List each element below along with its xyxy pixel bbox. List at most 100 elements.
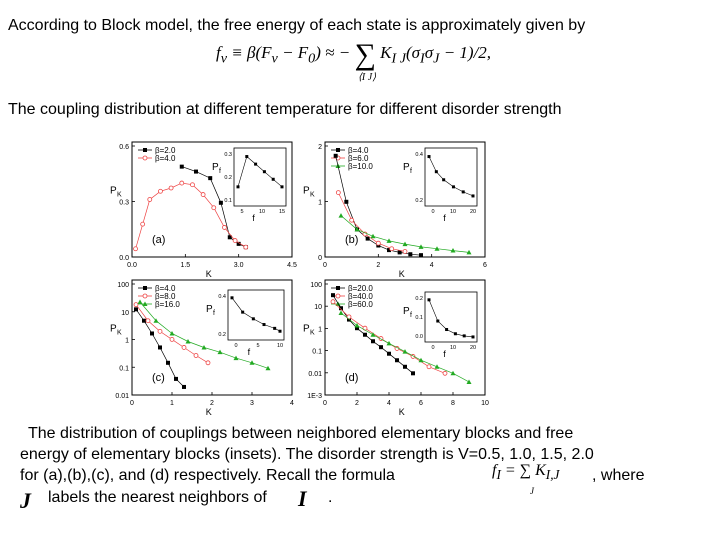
data-point: [389, 246, 395, 252]
inset-y-tick: 0.0: [415, 334, 423, 340]
x-tick-label: 2: [355, 400, 359, 407]
panel-a: 0.60.30.00.0 1.5 3.0 4.5P KK(a)β=2.0β=4.0P ff…: [110, 141, 297, 279]
inset-x-label: f: [443, 349, 446, 359]
legend-entry: β=20.0: [348, 284, 373, 293]
x-tick-label: 1.5: [180, 262, 190, 269]
data-point: [153, 318, 159, 323]
data-point: [363, 332, 367, 337]
x-tick-label: 4.5: [287, 262, 297, 269]
inset-y-label: P: [206, 304, 213, 315]
inset-x-tick: 5: [256, 343, 259, 349]
inset-point: [451, 185, 455, 189]
inset-x-label: f: [248, 347, 251, 357]
data-point: [375, 240, 381, 246]
inset-point: [445, 328, 449, 332]
x-tick-label: 0: [130, 400, 134, 407]
legend-entry: β=4.0: [155, 154, 176, 163]
inset-x-label: f: [443, 213, 446, 223]
legend-marker: [142, 155, 148, 161]
data-point: [402, 249, 408, 254]
data-point: [179, 180, 185, 186]
series-line: [340, 215, 470, 253]
data-point: [233, 355, 239, 361]
inset-y-tick: 0.1: [224, 198, 232, 204]
caption-line-4-end: .: [328, 489, 333, 506]
inset-point: [436, 319, 440, 323]
y-tick-label: 1E-3: [307, 393, 322, 400]
caption-formula-sum-sub: J: [530, 486, 534, 496]
inset-y-label: P: [212, 162, 219, 173]
caption-line-2: energy of elementary blocks (insets). Th…: [20, 446, 594, 463]
data-point: [418, 244, 424, 249]
data-point: [379, 345, 383, 350]
caption-line-3: for (a),(b),(c), and (d) respectively. R…: [20, 467, 395, 484]
inset-y-label: P: [403, 306, 410, 317]
data-point: [208, 176, 213, 181]
y-tick-label: 0.01: [115, 393, 129, 400]
data-point: [371, 339, 375, 344]
inset-point: [427, 155, 431, 159]
y-tick-label: 10: [314, 304, 322, 311]
x-axis-label: K: [399, 269, 405, 279]
y-tick-label: 0.6: [119, 144, 129, 151]
legend-entry: β=40.0: [348, 292, 373, 301]
formula-sig-mid: σ: [424, 43, 434, 62]
data-point: [232, 238, 238, 243]
series-line: [135, 182, 246, 249]
data-point: [403, 364, 407, 369]
inset-y-tick: 0.2: [224, 175, 232, 181]
data-point: [330, 299, 336, 305]
x-tick-label: 6: [483, 262, 487, 269]
panel-frame: [324, 279, 486, 396]
x-tick-label: 2: [376, 262, 380, 269]
inset-y-tick: 0.1: [415, 315, 423, 321]
data-point: [249, 360, 255, 365]
y-tick-label: 1: [318, 200, 322, 207]
data-point: [179, 164, 184, 169]
inset-x-tick: 20: [470, 209, 476, 215]
data-point: [218, 200, 223, 205]
coupling-figure: 0.60.30.00.0 1.5 3.0 4.5P KK(a)β=2.0β=4.0P ff…: [110, 141, 489, 415]
data-point: [370, 332, 376, 337]
caption-line-3-end: , where: [592, 467, 645, 484]
data-point: [450, 370, 456, 376]
coupling-heading: The coupling distribution at different t…: [8, 101, 562, 118]
legend-marker: [143, 286, 147, 290]
caption-formula-lhs: f: [492, 462, 497, 479]
inset-point: [236, 185, 240, 189]
formula-rhs-sub: I J: [391, 50, 406, 67]
data-point: [133, 246, 138, 252]
legend-marker: [143, 148, 147, 152]
y-tick-label: 0.0: [119, 255, 129, 262]
data-point: [157, 328, 163, 334]
y-axis-label: P: [303, 324, 310, 335]
data-point: [333, 153, 338, 158]
legend-entry: β=4.0: [155, 284, 176, 293]
x-tick-label: 1: [170, 400, 174, 407]
y-tick-label: 0.1: [312, 349, 322, 356]
formula-middle: ≡ β(F: [231, 43, 272, 62]
inset-point: [251, 317, 255, 321]
data-point: [335, 190, 341, 195]
data-point: [158, 188, 163, 194]
data-point: [243, 244, 249, 250]
panel-frame: [324, 141, 486, 258]
legend-marker: [142, 301, 148, 306]
y-tick-label: 10: [121, 310, 129, 317]
data-point: [168, 185, 174, 191]
inset-point: [471, 194, 475, 198]
panel-label: (c): [152, 372, 165, 384]
x-tick-label: 3.0: [234, 262, 244, 269]
x-tick-label: 3: [250, 400, 254, 407]
data-point: [140, 221, 146, 227]
y-axis-label: P: [110, 186, 117, 197]
data-point: [158, 345, 162, 350]
inset-point: [442, 178, 446, 182]
inset-point: [434, 170, 438, 174]
inset-x-tick: 0: [431, 209, 434, 215]
x-tick-label: 4: [290, 400, 294, 407]
inset-x-tick: 10: [450, 209, 456, 215]
inset-point: [245, 155, 249, 159]
